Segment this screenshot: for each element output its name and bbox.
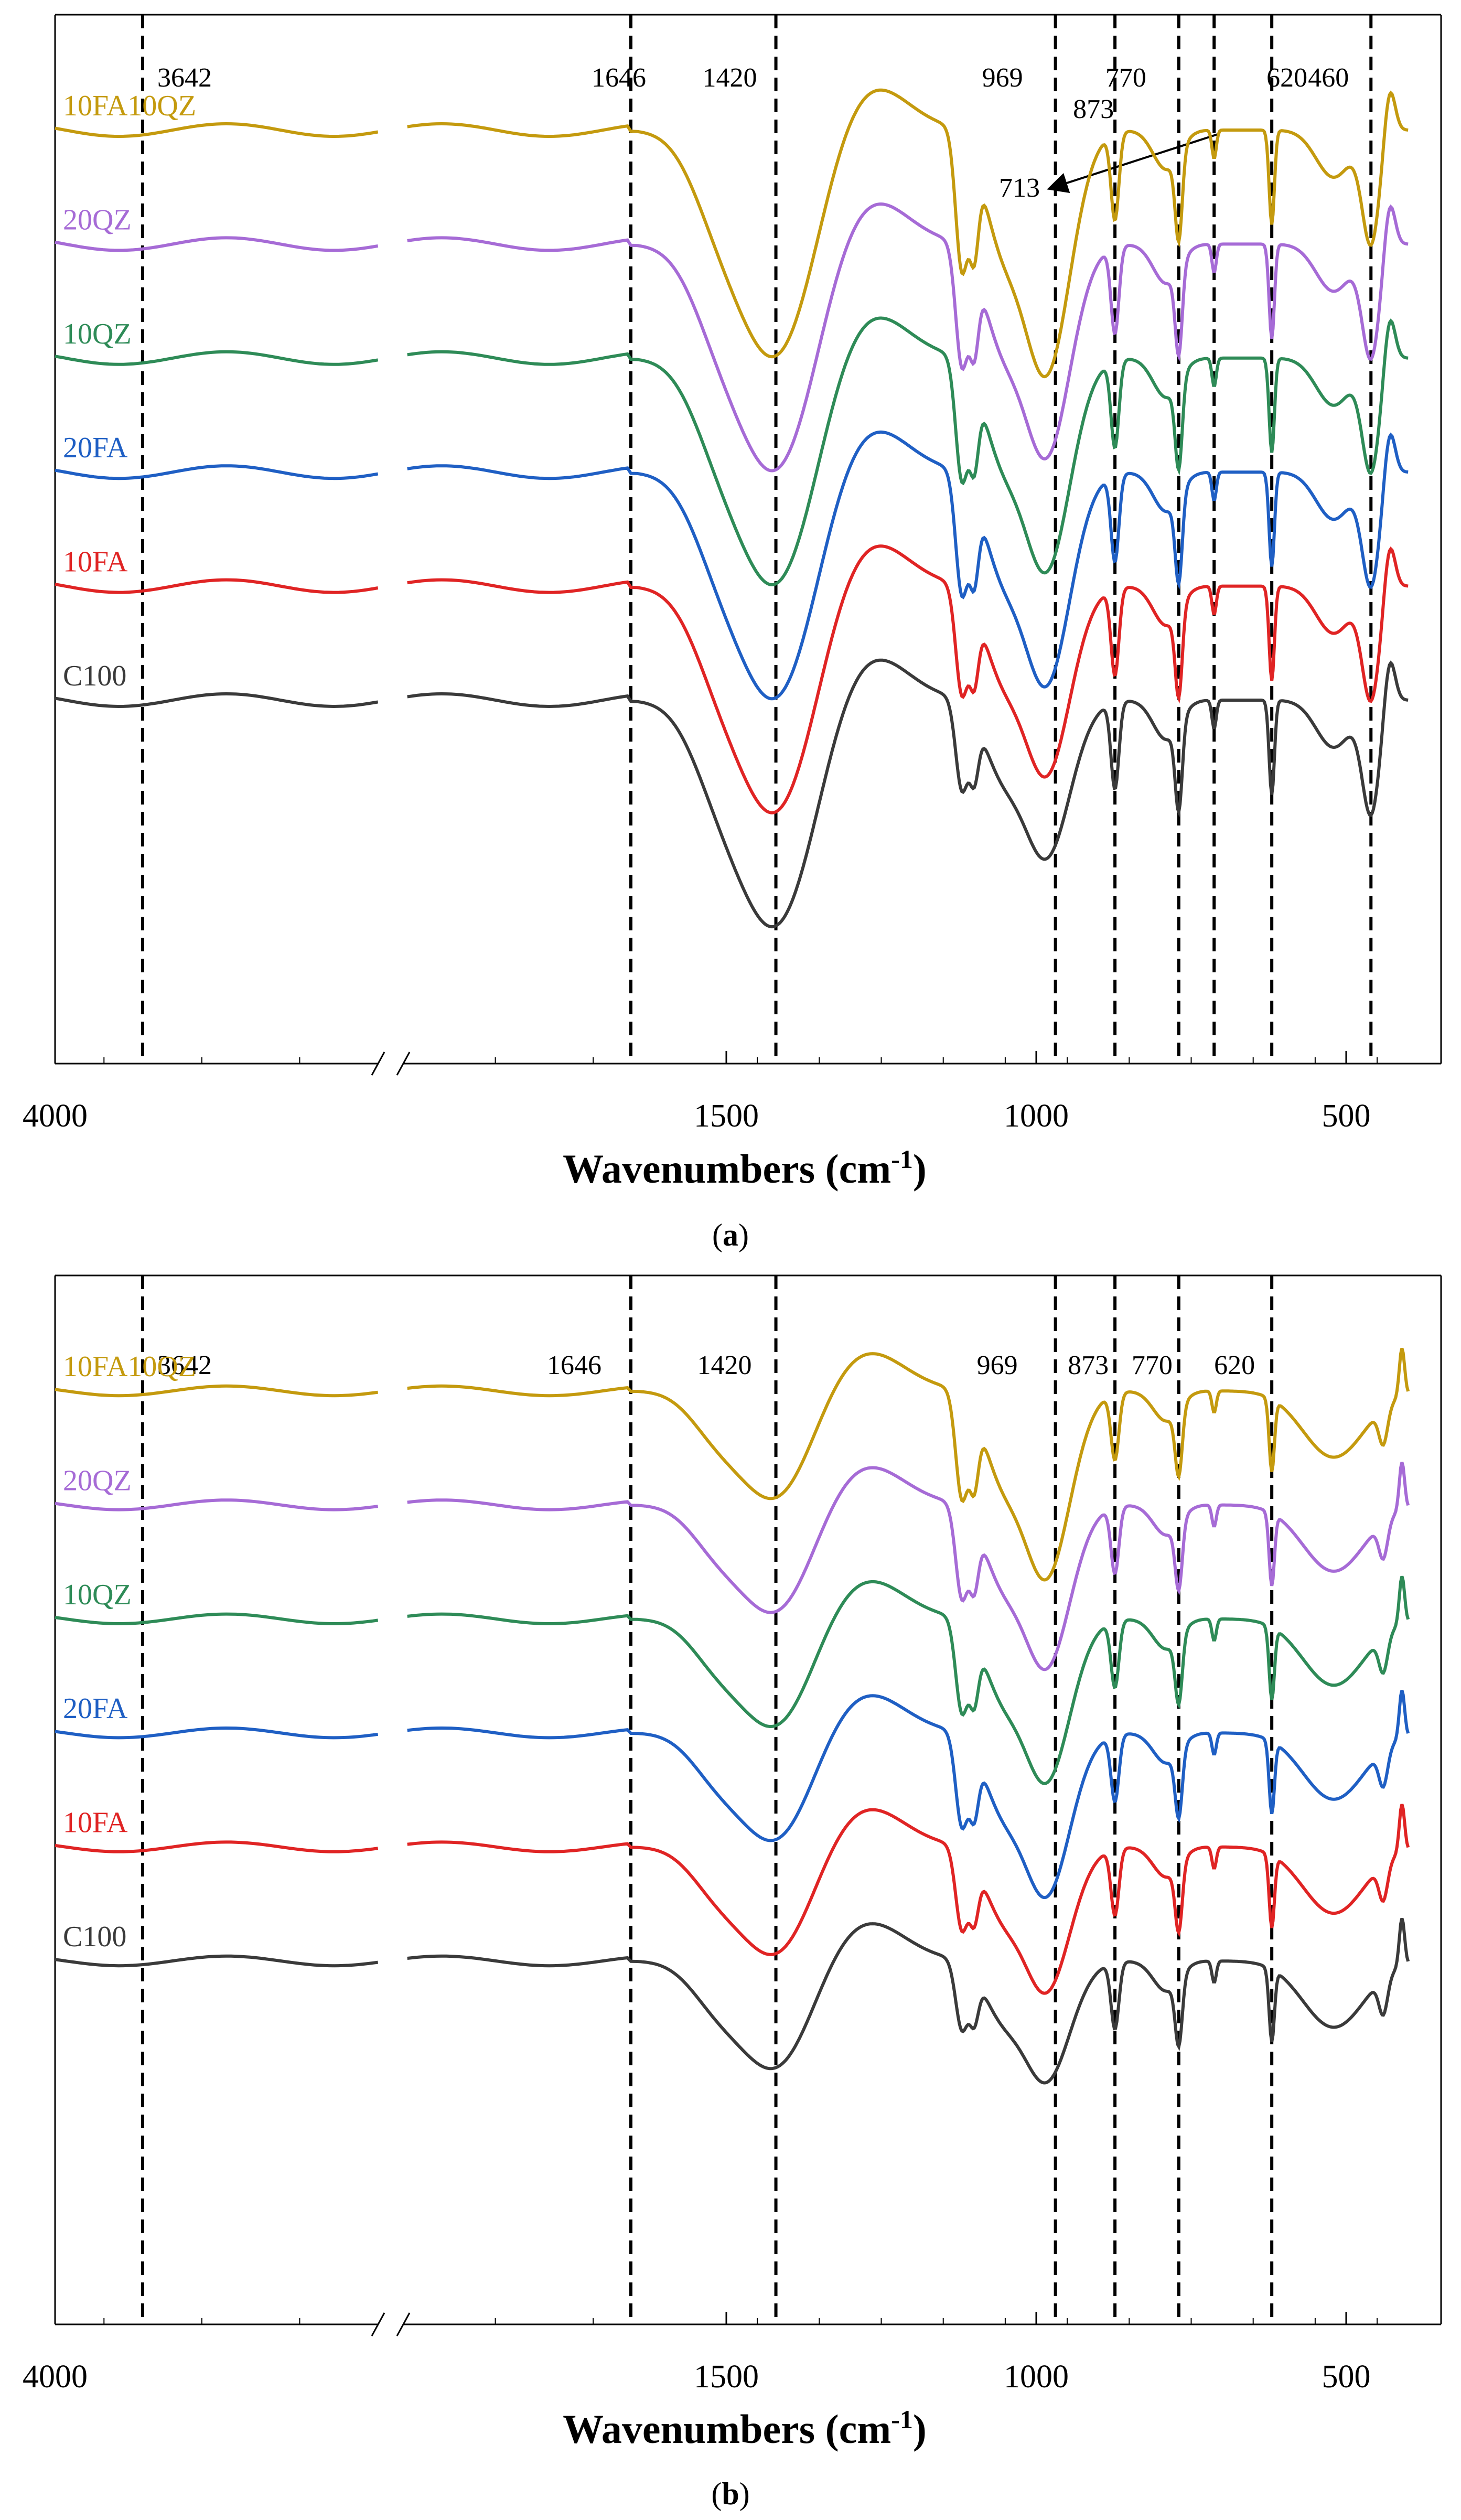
reference-label-770: 770 [1105,63,1146,93]
reference-label-1646: 1646 [547,1350,601,1380]
series-line-10FA [55,1840,379,1853]
reference-label-3642: 3642 [157,1350,212,1380]
reference-label-460: 460 [1308,63,1349,93]
x-tick-label: 1000 [1004,2359,1069,2395]
reference-label-873: 873 [1073,94,1114,124]
reference-label-1420: 1420 [703,63,757,93]
annotation-arrow [1047,133,1220,193]
series-line-20FA-right [407,1690,1410,1900]
axis-break-mark [371,1052,411,1076]
reference-label-620: 620 [1266,63,1307,93]
reference-label-1420: 1420 [697,1350,752,1380]
reference-label-969: 969 [977,1350,1018,1380]
panel-caption: (b) [711,2476,749,2511]
reference-label-770: 770 [1132,1350,1173,1380]
series-label-20QZ: 20QZ [63,203,132,236]
plot-frame [54,14,1442,1065]
series-line-C100-right [407,658,1409,929]
series-line-20FA [55,1726,379,1740]
series-label-10FA10QZ: 10FA10QZ [63,90,196,122]
series-line-10QZ [55,1612,379,1626]
series-line-10QZ-right [407,1575,1410,1785]
series-line-C100-right [407,1917,1410,2085]
x-tick-label: 1000 [1004,1098,1069,1134]
x-axis-title: Wavenumbers (cm-1) [563,1144,927,1192]
series-label-C100: C100 [63,1921,126,1953]
x-tick-label: 500 [1322,1098,1371,1134]
series-label-20QZ: 20QZ [63,1464,132,1497]
series-line-10FA-right [407,544,1409,814]
series-line-10FA10QZ-right [407,1347,1410,1582]
series-line-10FA-right [407,1804,1410,1995]
series-line-20QZ-right [407,202,1409,473]
series-label-10FA10QZ: 10FA10QZ [63,1350,196,1383]
reference-label-620: 620 [1214,1350,1255,1380]
axis-break-mark [371,2312,411,2336]
series-line-20FA-right [407,430,1409,701]
x-axis-title: Wavenumbers (cm-1) [563,2405,927,2452]
reference-label-1646: 1646 [592,63,646,93]
annotation-label: 713 [999,173,1040,203]
x-tick-label: 4000 [23,2359,88,2395]
reference-label-969: 969 [982,63,1023,93]
chart-panel-b: 4000 1500 1000 500 3642 1646 1420 969 873 770 620 1… [23,1274,1442,2511]
series-label-20FA: 20FA [63,1692,128,1725]
series-line-20QZ [55,1498,379,1511]
series-line-C100 [55,692,379,709]
x-tick-label: 500 [1322,2359,1371,2395]
series-line-10QZ-right [407,316,1409,586]
series-line-10QZ [55,350,379,366]
x-tick-label: 1500 [694,2359,759,2395]
series-line-10FA10QZ [55,122,379,138]
series-label-10QZ: 10QZ [63,318,132,350]
x-tick-label: 1500 [694,1098,759,1134]
series-label-10FA: 10FA [63,1807,128,1839]
plot-frame [54,1274,1442,2325]
series-label-C100: C100 [63,660,126,692]
series-label-10QZ: 10QZ [63,1579,132,1611]
series-line-10FA10QZ [55,1384,379,1398]
panel-caption: (a) [712,1218,749,1252]
series-line-10FA [55,578,379,594]
series-line-20QZ [55,236,379,252]
reference-label-873: 873 [1068,1350,1109,1380]
series-line-C100 [55,1954,379,1968]
reference-label-3642: 3642 [157,63,212,93]
series-line-10FA10QZ-right [407,88,1409,379]
series-line-20FA [55,464,379,480]
series-label-10FA: 10FA [63,546,128,578]
series-line-20QZ-right [407,1462,1410,1671]
x-tick-label: 4000 [23,1098,88,1134]
series-label-20FA: 20FA [63,432,128,464]
